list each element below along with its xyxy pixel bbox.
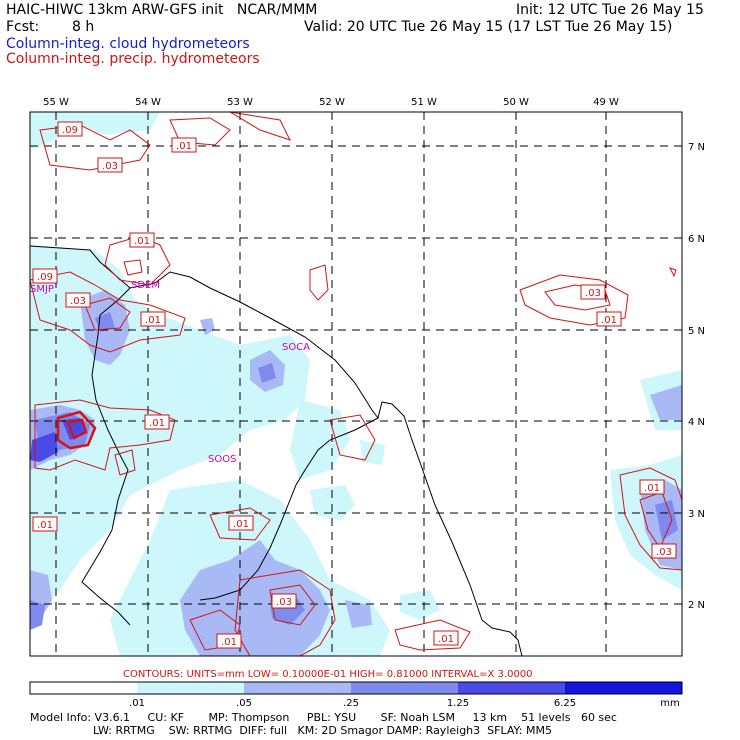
lon-label: 53 W <box>227 97 253 108</box>
colorbar-tick: .01 <box>129 698 145 709</box>
contour-label: .01 <box>149 418 165 429</box>
lon-label: 49 W <box>593 97 619 108</box>
colorbar-tick: 1.25 <box>447 698 469 709</box>
station-sdem: SDEM <box>131 280 160 291</box>
lat-label: 7 N <box>688 142 705 153</box>
contour-label: .03 <box>102 161 118 172</box>
colorbar-ticks: .01 .05 .25 1.25 6.25 mm <box>129 698 680 709</box>
colorbar-tick: 6.25 <box>554 698 576 709</box>
contour-label: .09 <box>37 272 53 283</box>
colorbar <box>29 681 683 695</box>
lat-label: 3 N <box>688 509 705 520</box>
longitude-labels: 55 W 54 W 53 W 52 W 51 W 50 W 49 W <box>43 97 619 108</box>
model-title: HAIC-HIWC 13km ARW-GFS init NCAR/MMM <box>6 2 318 18</box>
lon-label: 55 W <box>43 97 69 108</box>
station-soca: SOCA <box>282 342 310 353</box>
forecast-label: Fcst: <box>6 19 40 35</box>
station-smjp: SMJP <box>30 284 54 295</box>
forecast-hour: 8 h <box>72 19 95 35</box>
contour-label: .01 <box>134 236 150 247</box>
contour-label: .01 <box>233 519 249 530</box>
contour-labels: .09 .01 .03 .01 .09 .03 .01 .03 .01 .01 … <box>32 121 677 649</box>
contour-label: .01 <box>37 520 53 531</box>
contour-label: .01 <box>438 634 454 645</box>
axis-ticks <box>55 112 682 605</box>
precip-contour-heavy <box>56 410 97 450</box>
contour-label: .01 <box>221 637 237 648</box>
lat-lon-grid <box>30 112 682 656</box>
contour-label: .01 <box>145 315 161 326</box>
contour-info: CONTOURS: UNITS=mm LOW= 0.10000E-01 HIGH… <box>123 669 533 680</box>
lon-label: 52 W <box>319 97 345 108</box>
station-soos: SOOS <box>208 454 236 465</box>
station-labels: SMJP SOCA SOOS SDEM <box>30 280 310 465</box>
lon-label: 50 W <box>503 97 529 108</box>
lat-label: 6 N <box>688 234 705 245</box>
legend-precip-hydrometeors: Column-integ. precip. hydrometeors <box>6 51 260 67</box>
lon-label: 51 W <box>411 97 437 108</box>
model-info-line2: LW: RRTMG SW: RRTMG DIFF: full KM: 2D Sm… <box>30 724 552 737</box>
map-frame <box>29 111 683 657</box>
contour-label: .01 <box>644 483 660 494</box>
contour-label: .03 <box>656 547 672 558</box>
valid-time: Valid: 20 UTC Tue 26 May 15 (17 LST Tue … <box>304 19 673 35</box>
coastline-borders <box>30 245 523 656</box>
contour-label: .03 <box>585 288 601 299</box>
colorbar-tick: .25 <box>343 698 359 709</box>
contour-label: .01 <box>176 141 192 152</box>
colorbar-tick: .05 <box>236 698 252 709</box>
latitude-labels: 7 N 6 N 5 N 4 N 3 N 2 N <box>688 142 705 611</box>
lat-label: 5 N <box>688 326 705 337</box>
contour-label: .09 <box>62 125 78 136</box>
legend-cloud-hydrometeors: Column-integ. cloud hydrometeors <box>6 36 250 52</box>
contour-label: .01 <box>601 315 617 326</box>
contour-label: .03 <box>70 296 86 307</box>
lon-label: 54 W <box>135 97 161 108</box>
lat-label: 4 N <box>688 417 705 428</box>
lat-label: 2 N <box>688 600 705 611</box>
model-info-line1: Model Info: V3.6.1 CU: KF MP: Thompson P… <box>30 711 617 724</box>
contour-label: .03 <box>276 597 292 608</box>
init-time: Init: 12 UTC Tue 26 May 15 <box>516 2 704 18</box>
colorbar-unit: mm <box>660 698 679 709</box>
